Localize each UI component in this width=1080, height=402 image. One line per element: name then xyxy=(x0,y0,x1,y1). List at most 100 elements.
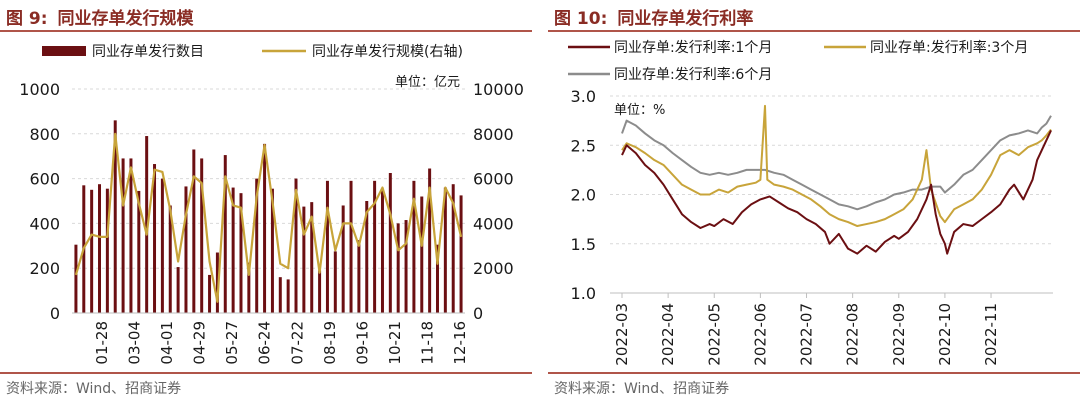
source-rule xyxy=(548,372,1080,374)
issuance-scale-line xyxy=(74,132,463,303)
figure-title-text: 同业存单发行利率 xyxy=(617,9,754,29)
figure-9-panel: 图 9: 同业存单发行规模 0 200 400 600 800 1000 0 2000 4000… xyxy=(0,0,532,402)
bar xyxy=(153,164,157,313)
bar xyxy=(263,143,267,313)
bar xyxy=(349,180,353,313)
bar xyxy=(310,202,314,313)
title-rule xyxy=(0,30,532,32)
bar xyxy=(341,205,345,313)
bar xyxy=(443,187,447,313)
bar xyxy=(388,173,392,313)
y-tick-label: 400 xyxy=(29,214,60,233)
bar-series xyxy=(74,120,463,313)
bar xyxy=(74,244,78,313)
left-axis-ticks: 0 200 400 600 800 1000 xyxy=(19,80,60,323)
y2-tick-label: 2000 xyxy=(473,259,514,278)
rate-3m-line xyxy=(621,104,1052,228)
unit-label: 单位：亿元 xyxy=(395,75,460,90)
bar xyxy=(208,274,212,313)
x-tick-label: 2022-11 xyxy=(982,303,1000,366)
bar xyxy=(98,184,102,313)
bar xyxy=(365,201,369,313)
x-tick-label: 04-01 xyxy=(158,321,176,365)
bar xyxy=(215,252,219,313)
unit-label: 单位：% xyxy=(614,103,665,118)
x-tick-label: 03-04 xyxy=(126,321,144,365)
y-tick-label: 1000 xyxy=(19,80,60,99)
figure-title: 图 10: 同业存单发行利率 xyxy=(554,4,753,29)
bar xyxy=(412,180,416,313)
legend-6m-label: 同业存单:发行利率:6个月 xyxy=(614,66,772,83)
y-tick-label: 200 xyxy=(29,259,60,278)
bar xyxy=(145,136,149,313)
bar xyxy=(420,196,424,313)
x-tick-label: 12-16 xyxy=(451,321,469,365)
bar xyxy=(459,195,463,313)
bar xyxy=(113,120,117,313)
figure-number: 图 10: xyxy=(554,9,608,29)
legend-1m-label: 同业存单:发行利率:1个月 xyxy=(614,39,772,56)
y2-tick-label: 10000 xyxy=(473,80,524,99)
legend-bar-label: 同业存单发行数目 xyxy=(92,44,204,60)
figure-title-text: 同业存单发行规模 xyxy=(57,9,194,29)
bar xyxy=(333,251,337,313)
bar xyxy=(396,223,400,313)
issuance-volume-chart: 0 200 400 600 800 1000 0 2000 4000 6000 8000 10000… xyxy=(19,44,524,365)
bar xyxy=(286,279,290,313)
y-tick-label: 0 xyxy=(50,304,60,323)
bar xyxy=(90,189,94,313)
y2-tick-label: 8000 xyxy=(473,125,514,144)
x-tick-label: 2022-08 xyxy=(844,303,862,366)
x-tick-label: 10-21 xyxy=(386,321,404,365)
y-tick-label: 1.5 xyxy=(571,235,596,254)
figure-title: 图 9: 同业存单发行规模 xyxy=(6,4,194,29)
bar xyxy=(239,193,243,313)
source-rule xyxy=(0,372,532,374)
legend-bar-swatch xyxy=(42,46,86,56)
bar xyxy=(200,158,204,313)
right-axis-ticks: 0 2000 4000 6000 8000 10000 xyxy=(473,80,524,323)
legend: 同业存单:发行利率:1个月 同业存单:发行利率:3个月 同业存单:发行利率:6个… xyxy=(568,39,1028,83)
bar xyxy=(223,155,227,313)
y-tick-label: 2.0 xyxy=(571,186,596,205)
bar xyxy=(428,168,432,313)
bar xyxy=(129,158,133,313)
x-tick-label: 09-16 xyxy=(353,321,371,365)
x-tick-label: 11-18 xyxy=(418,321,436,365)
rate-6m-line xyxy=(621,115,1052,211)
x-tick-label: 2022-05 xyxy=(705,303,723,366)
y-axis-ticks: 1.0 1.5 2.0 2.5 3.0 xyxy=(571,87,596,303)
legend: 同业存单发行数目 同业存单发行规模(右轴) xyxy=(42,44,463,60)
y-tick-label: 600 xyxy=(29,170,60,189)
bar xyxy=(105,188,109,313)
bar xyxy=(435,244,439,313)
bar xyxy=(247,262,251,313)
bar xyxy=(373,180,377,313)
y2-tick-label: 6000 xyxy=(473,170,514,189)
bar xyxy=(451,184,455,313)
figure-number: 图 9: xyxy=(6,9,48,29)
bar xyxy=(231,187,235,313)
bar xyxy=(160,178,164,313)
bar xyxy=(302,206,306,313)
y-tick-label: 1.0 xyxy=(571,284,596,303)
issuance-rate-chart: 1.01.52.02.53.0 2022-03 2022-04 2022-05 202… xyxy=(568,39,1053,366)
bar xyxy=(184,186,188,313)
bar xyxy=(137,190,141,313)
x-tick-label: 01-28 xyxy=(93,321,111,365)
y-tick-label: 2.5 xyxy=(571,136,596,155)
y-tick-label: 800 xyxy=(29,125,60,144)
bar xyxy=(192,149,196,313)
x-tick-label: 2022-04 xyxy=(659,303,677,366)
title-rule xyxy=(548,30,1080,32)
bar xyxy=(357,240,361,313)
x-tick-label: 2022-10 xyxy=(936,303,954,366)
bar xyxy=(168,205,172,313)
legend-line-label: 同业存单发行规模(右轴) xyxy=(312,44,463,60)
bar xyxy=(318,270,322,313)
figure-10-panel: 图 10: 同业存单发行利率 1.0 1.5 2.0 2.5 3.0 2022-03 202… xyxy=(548,0,1080,402)
grid xyxy=(610,95,1053,245)
x-tick-label: 2022-07 xyxy=(798,303,816,366)
x-tick-label: 2022-03 xyxy=(613,303,631,366)
x-tick-label: 2022-09 xyxy=(890,303,908,366)
